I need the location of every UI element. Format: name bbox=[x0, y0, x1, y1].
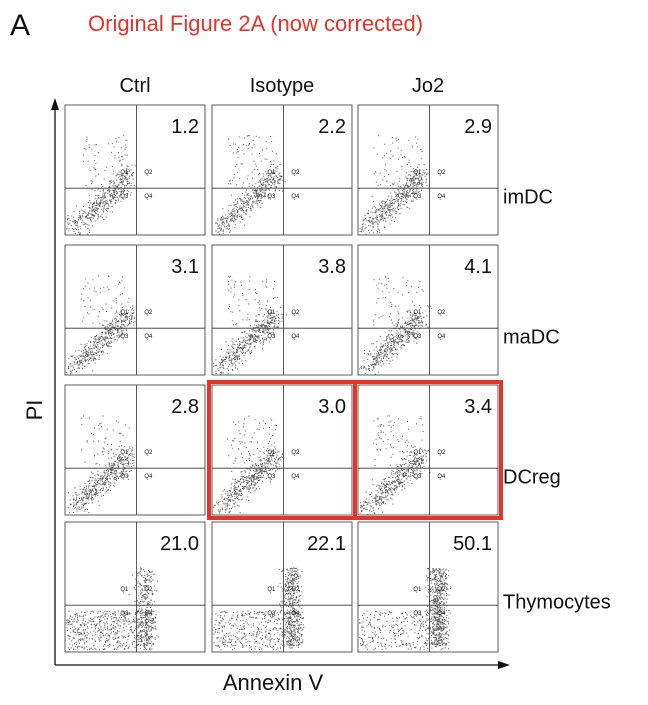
quadrant-label: Q3 bbox=[267, 474, 276, 480]
quadrant-label: Q3 bbox=[120, 474, 129, 480]
plot-frame bbox=[64, 244, 206, 376]
y-axis-arrow bbox=[51, 98, 59, 110]
quadrant-label: Q4 bbox=[291, 194, 300, 200]
scatter-dots bbox=[359, 275, 432, 375]
percentage-value: 3.4 bbox=[464, 396, 492, 418]
quadrant-label: Q4 bbox=[437, 611, 446, 617]
quadrant-label: Q4 bbox=[144, 474, 153, 480]
y-axis-label: PI bbox=[22, 400, 47, 421]
scatter-dots bbox=[67, 415, 136, 514]
quadrant-label: Q2 bbox=[291, 587, 300, 593]
quadrant-label: Q4 bbox=[144, 194, 153, 200]
figure-title: Original Figure 2A (now corrected) bbox=[88, 11, 423, 36]
percentage-value: 21.0 bbox=[160, 533, 199, 555]
quadrant-label: Q3 bbox=[120, 194, 129, 200]
percentage-value: 22.1 bbox=[307, 533, 346, 555]
quadrant-label: Q4 bbox=[291, 611, 300, 617]
x-axis-arrow bbox=[498, 661, 510, 669]
quadrant-label: Q3 bbox=[120, 334, 129, 340]
scatter-dots bbox=[215, 135, 286, 235]
row-label: imDC bbox=[503, 187, 553, 209]
quadrant-label: Q2 bbox=[144, 310, 153, 316]
quadrant-label: Q4 bbox=[437, 334, 446, 340]
row-label: DCreg bbox=[503, 467, 561, 489]
quadrant-label: Q2 bbox=[144, 450, 153, 456]
column-header: Ctrl bbox=[119, 75, 150, 97]
plot-frame bbox=[211, 521, 353, 653]
quadrant-label: Q3 bbox=[413, 194, 422, 200]
quadrant-label: Q1 bbox=[267, 310, 276, 316]
quadrant-label: Q1 bbox=[120, 587, 129, 593]
quadrant-label: Q3 bbox=[267, 334, 276, 340]
quadrant-label: Q1 bbox=[267, 450, 276, 456]
quadrant-label: Q1 bbox=[267, 587, 276, 593]
percentage-value: 3.1 bbox=[171, 256, 199, 278]
quadrant-label: Q2 bbox=[291, 310, 300, 316]
plot-frame bbox=[357, 104, 499, 236]
scatter-dots bbox=[359, 135, 429, 235]
plot-frame bbox=[64, 104, 206, 236]
quadrant-label: Q2 bbox=[437, 450, 446, 456]
percentage-value: 2.9 bbox=[464, 116, 492, 138]
plot-frame bbox=[357, 521, 499, 653]
quadrant-label: Q2 bbox=[437, 587, 446, 593]
percentage-value: 1.2 bbox=[171, 116, 199, 138]
quadrant-label: Q3 bbox=[267, 611, 276, 617]
panel-grid: Ctrl Isotype Jo2 imDC Q1 Q2 Q3 Q4 1.2 Q1 Q2 Q3 Q4 2.2… bbox=[64, 75, 611, 653]
quadrant-label: Q3 bbox=[413, 474, 422, 480]
quadrant-label: Q1 bbox=[267, 170, 276, 176]
percentage-value: 2.2 bbox=[318, 116, 346, 138]
quadrant-label: Q1 bbox=[413, 587, 422, 593]
quadrant-label: Q1 bbox=[413, 170, 422, 176]
quadrant-label: Q4 bbox=[437, 474, 446, 480]
quadrant-label: Q4 bbox=[291, 334, 300, 340]
percentage-value: 2.8 bbox=[171, 396, 199, 418]
quadrant-label: Q3 bbox=[120, 611, 129, 617]
quadrant-label: Q4 bbox=[291, 474, 300, 480]
quadrant-label: Q1 bbox=[120, 450, 129, 456]
quadrant-label: Q1 bbox=[413, 310, 422, 316]
percentage-value: 4.1 bbox=[464, 256, 492, 278]
column-header: Jo2 bbox=[412, 75, 444, 97]
plot-frame bbox=[211, 244, 353, 376]
plot-frame bbox=[357, 244, 499, 376]
quadrant-label: Q2 bbox=[437, 310, 446, 316]
quadrant-label: Q2 bbox=[144, 587, 153, 593]
plot-frame bbox=[64, 384, 206, 516]
quadrant-label: Q3 bbox=[413, 611, 422, 617]
quadrant-label: Q2 bbox=[291, 170, 300, 176]
row-label: maDC bbox=[503, 327, 560, 349]
row-label: Thymocytes bbox=[503, 592, 611, 614]
percentage-value: 3.0 bbox=[318, 396, 346, 418]
x-axis-label: Annexin V bbox=[223, 670, 324, 695]
column-header: Isotype bbox=[250, 75, 314, 97]
panel-label: A bbox=[10, 9, 30, 42]
percentage-value: 3.8 bbox=[318, 256, 346, 278]
quadrant-label: Q1 bbox=[120, 170, 129, 176]
quadrant-label: Q3 bbox=[267, 194, 276, 200]
quadrant-label: Q4 bbox=[437, 194, 446, 200]
highlight-box bbox=[353, 380, 503, 520]
scatter-dots bbox=[213, 275, 287, 375]
quadrant-label: Q3 bbox=[413, 334, 422, 340]
quadrant-label: Q4 bbox=[144, 334, 153, 340]
quadrant-label: Q2 bbox=[144, 170, 153, 176]
scatter-dots bbox=[359, 567, 452, 651]
quadrant-label: Q2 bbox=[437, 170, 446, 176]
scatter-dots bbox=[359, 415, 431, 515]
quadrant-label: Q1 bbox=[120, 310, 129, 316]
quadrant-label: Q2 bbox=[291, 450, 300, 456]
scatter-dots bbox=[66, 275, 138, 375]
quadrant-label: Q4 bbox=[144, 611, 153, 617]
quadrant-label: Q1 bbox=[413, 450, 422, 456]
percentage-value: 50.1 bbox=[453, 533, 492, 555]
